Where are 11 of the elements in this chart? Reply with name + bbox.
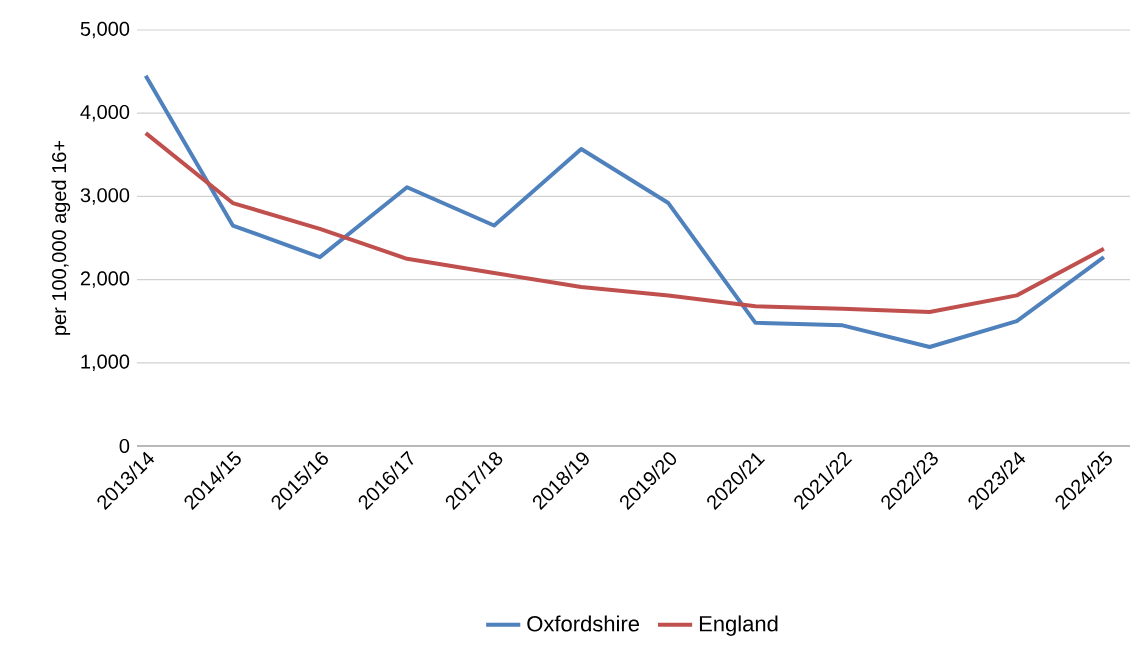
- y-tick-label: 4,000: [80, 104, 130, 122]
- y-tick-label: 3,000: [80, 188, 130, 205]
- y-tick-label: 2,000: [80, 271, 130, 288]
- y-tick-label: 1,000: [81, 354, 130, 372]
- y-tick-label: 5,000: [80, 21, 130, 39]
- legend-label: England: [699, 615, 778, 636]
- y-axis-title: per 100,000 aged 16+: [51, 140, 71, 335]
- line-series: [143, 73, 1106, 349]
- y-tick-label: 0: [119, 438, 130, 454]
- line-series: [143, 131, 1106, 315]
- legend-label: Oxfordshire: [527, 615, 639, 632]
